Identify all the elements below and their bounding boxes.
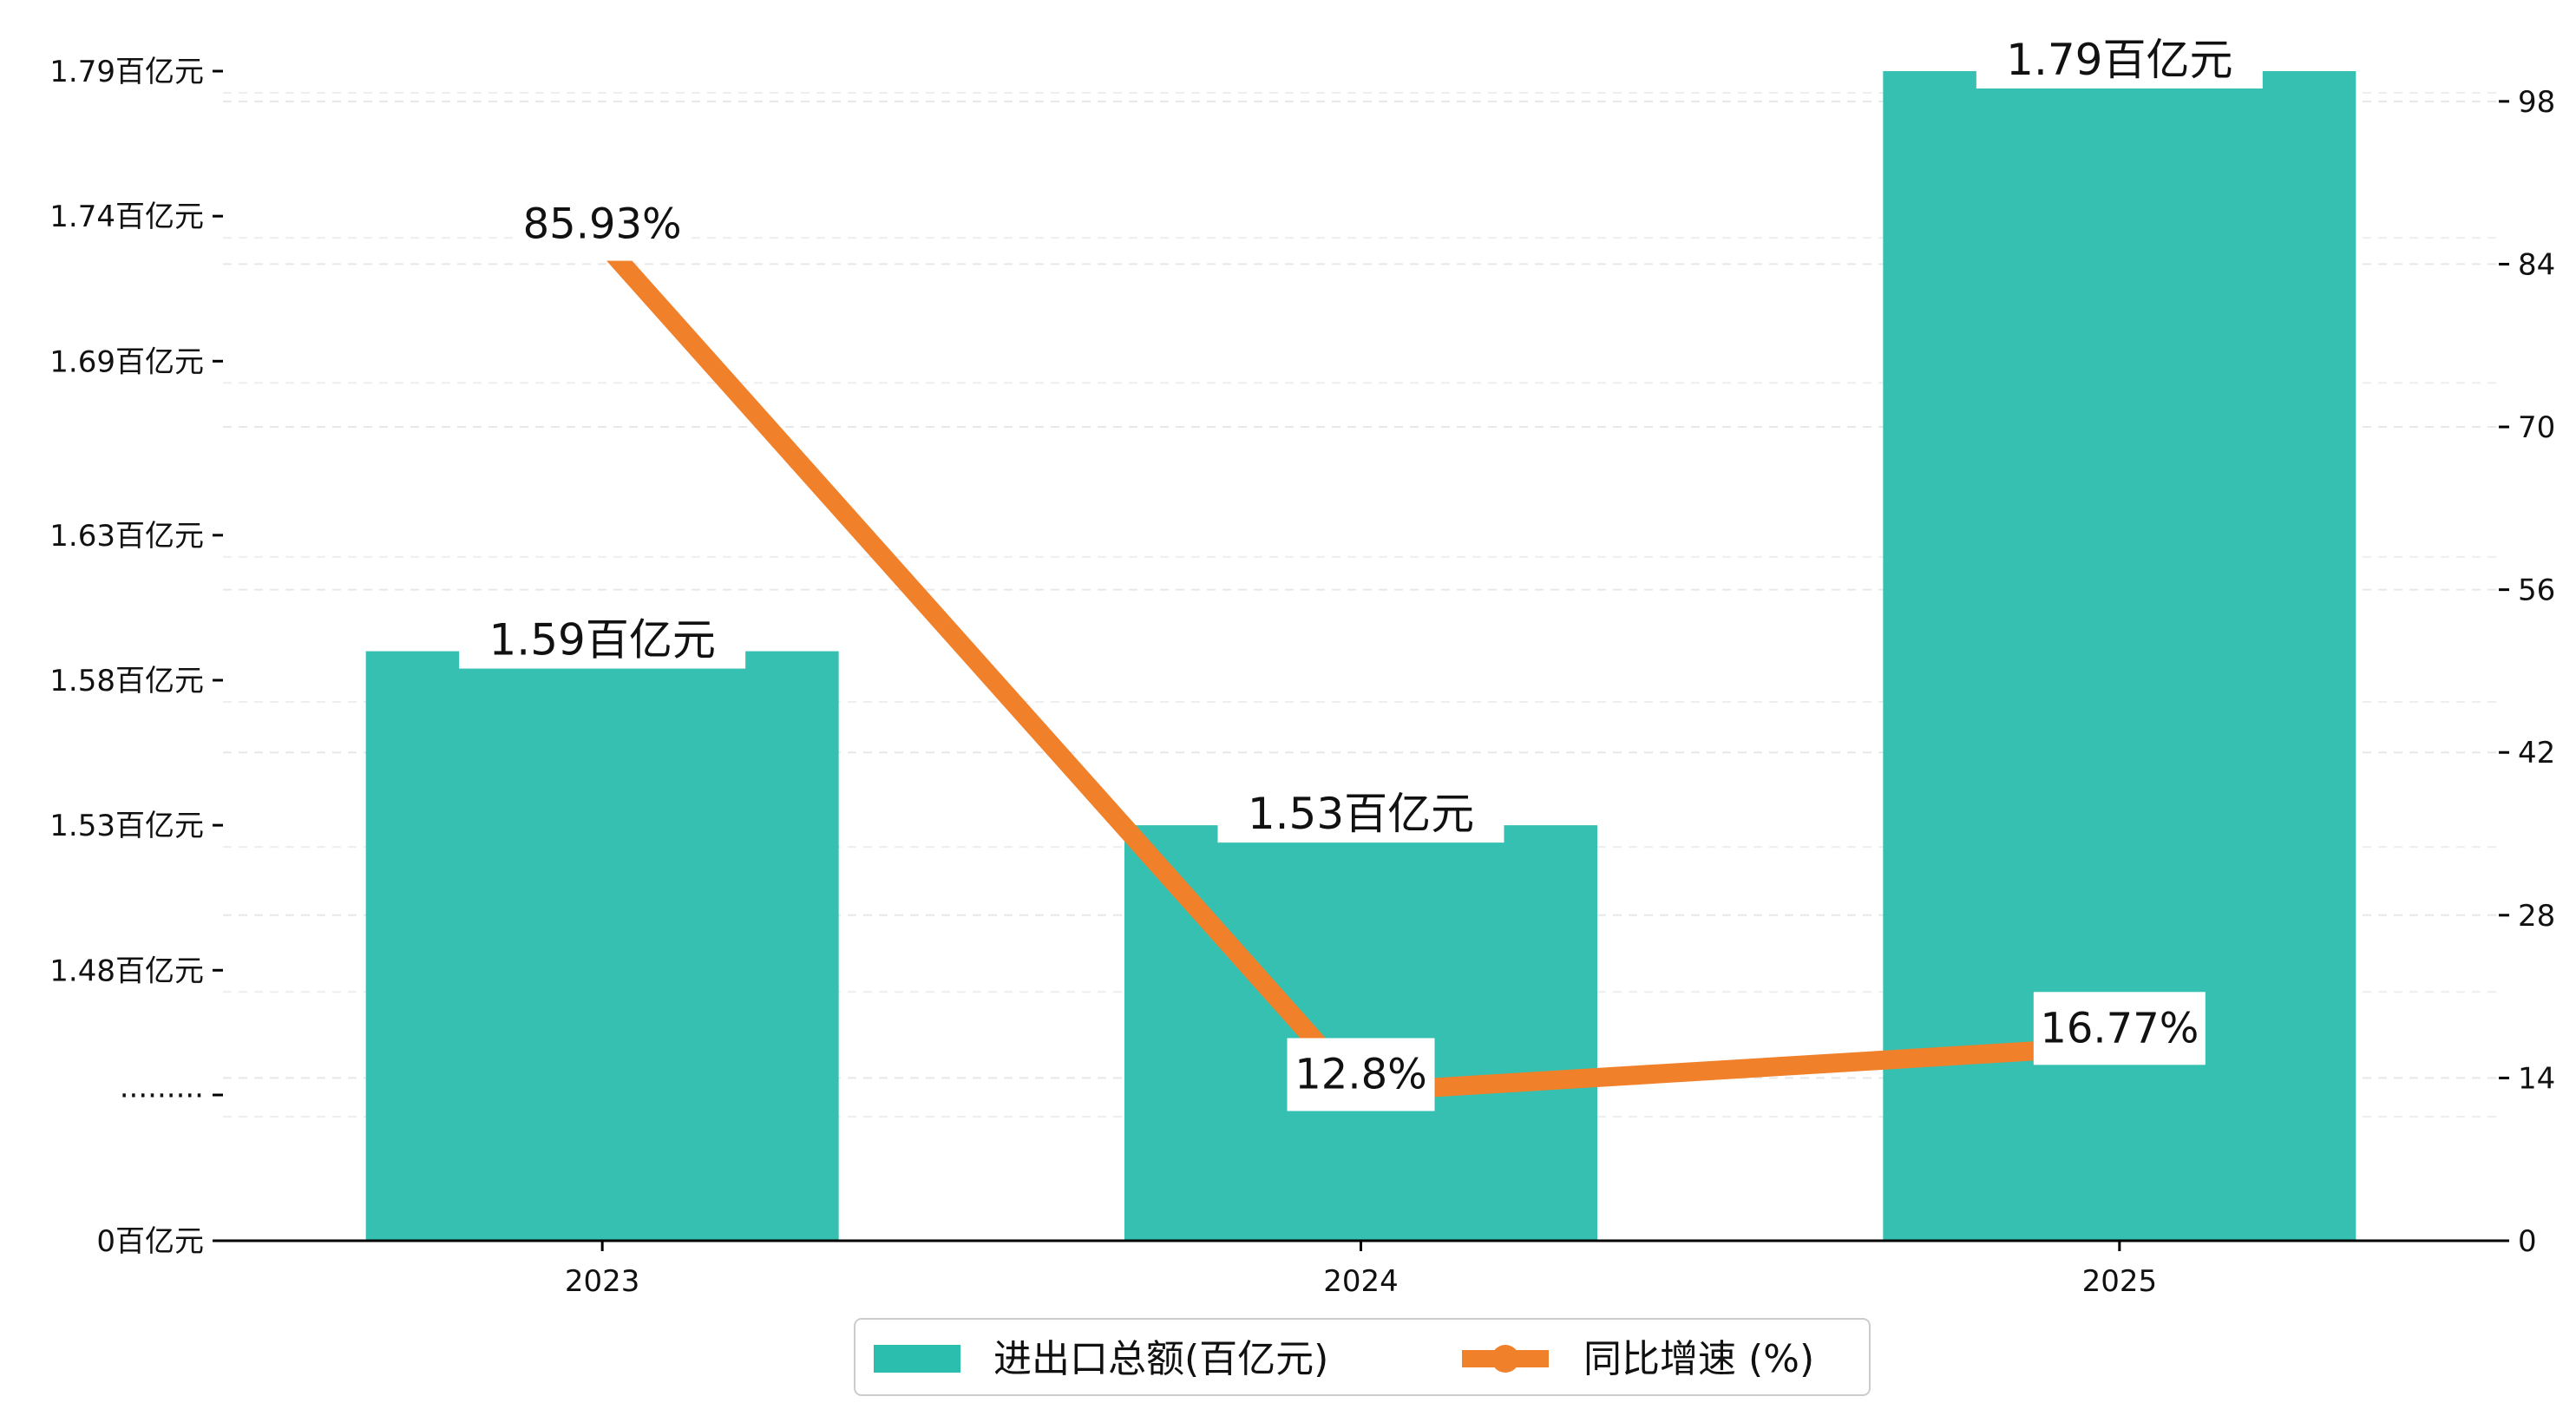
legend-label-bar: 进出口总额(百亿元)	[993, 1337, 1328, 1381]
y-left-tick-label-7: 1.74百亿元	[49, 200, 204, 234]
y-right-tick-label-5: 70	[2518, 410, 2555, 445]
x-tick-label-2024: 2024	[1323, 1264, 1399, 1299]
legend-swatch-bar	[874, 1345, 960, 1373]
y-right-tick-label-1: 14	[2518, 1061, 2555, 1096]
y-left-tick-label-3: 1.53百亿元	[49, 809, 204, 843]
growth-label-bg-2025	[2033, 992, 2206, 1065]
y-left-tick-label-6: 1.69百亿元	[49, 344, 204, 379]
bar-2024	[1124, 825, 1597, 1241]
bar-label-bg-2025	[1976, 33, 2263, 88]
legend-box	[854, 1318, 1871, 1396]
data-labels: 1.59百亿元 1.53百亿元 1.79百亿元 85.93% 12.8% 16.77%	[459, 33, 2263, 1111]
y-left-tick-label-8: 1.79百亿元	[49, 55, 204, 89]
y-right-tick-label-4: 56	[2518, 574, 2555, 608]
y-right-tick-label-2: 28	[2518, 899, 2555, 934]
growth-label-bg-2024	[1287, 1038, 1435, 1111]
bars	[365, 71, 2356, 1241]
growth-label-2025: 16.77%	[2040, 1004, 2199, 1052]
legend-label-line: 同比增速 (%)	[1583, 1337, 1814, 1381]
growth-label-bg-2023	[516, 187, 689, 261]
bar-label-bg-2023	[459, 613, 746, 669]
y-left-tick-label-2: 1.48百亿元	[49, 954, 204, 988]
growth-label-2024: 12.8%	[1295, 1050, 1426, 1098]
y-left-tick-label-5: 1.63百亿元	[49, 519, 204, 554]
y-right-tick-label-3: 42	[2518, 736, 2555, 770]
y-right-tick-label-6: 84	[2518, 247, 2555, 282]
bar-label-2025: 1.79百亿元	[2006, 35, 2232, 85]
bar-label-2023: 1.59百亿元	[489, 615, 716, 665]
axes: 0百亿元 ········· 1.48百亿元 1.53百亿元 1.58百亿元 1.63百亿…	[49, 55, 2555, 1299]
y-left-tick-label-4: 1.58百亿元	[49, 664, 204, 698]
legend-swatch-marker	[1491, 1345, 1519, 1373]
y-left-tick-label-0: 0百亿元	[96, 1224, 204, 1259]
bar-2023	[365, 651, 839, 1241]
legend[interactable]: 进出口总额(百亿元) 同比增速 (%)	[854, 1318, 1871, 1396]
bar-label-2024: 1.53百亿元	[1248, 789, 1474, 839]
growth-label-2023: 85.93%	[523, 200, 682, 249]
y-right-tick-label-0: 0	[2518, 1224, 2537, 1259]
x-tick-label-2025: 2025	[2082, 1264, 2158, 1299]
y-left-tick-label-1: ·········	[120, 1078, 204, 1113]
x-tick-label-2023: 2023	[565, 1264, 640, 1299]
y-right-tick-label-7: 98	[2518, 85, 2555, 120]
bar-label-bg-2024	[1217, 787, 1504, 843]
